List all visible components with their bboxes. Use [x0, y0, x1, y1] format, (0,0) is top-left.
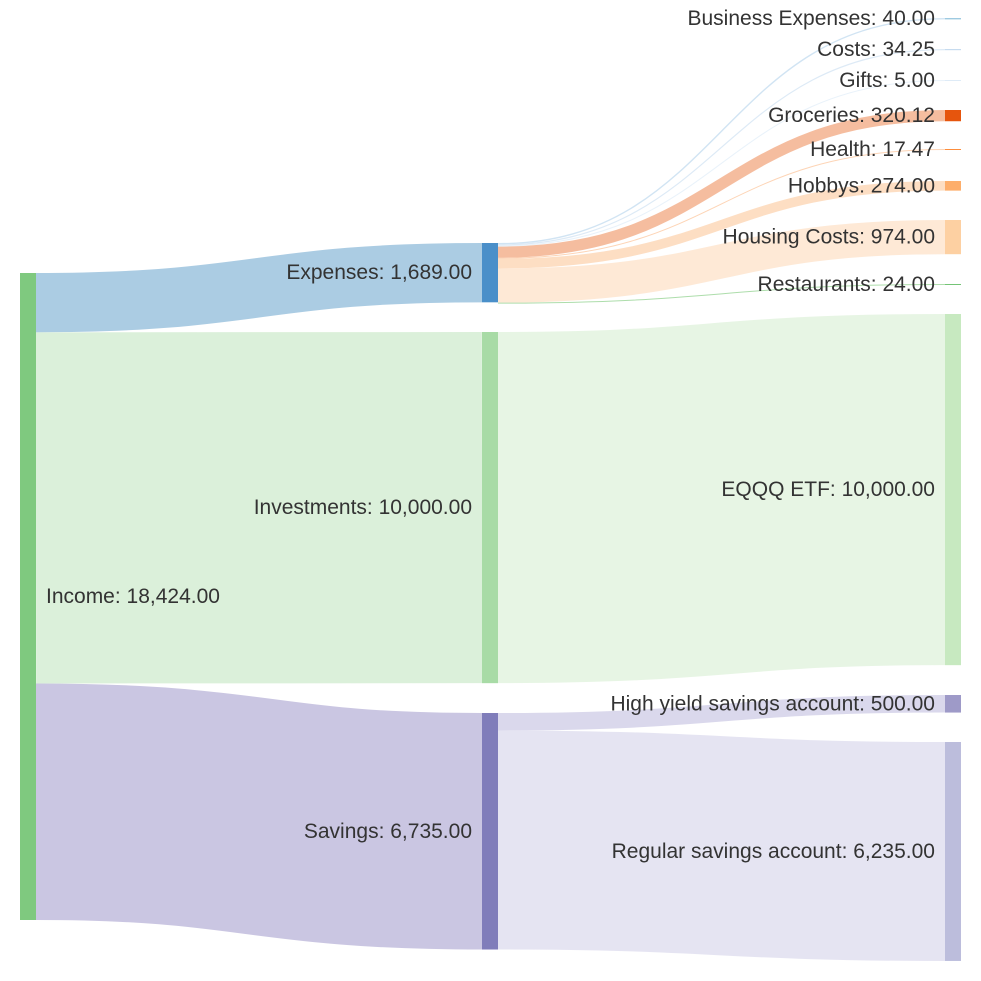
link-income-to-expenses	[35, 242, 483, 333]
label-expenses: Expenses: 1,689.00	[286, 261, 472, 284]
link-expenses-to-hobbys	[497, 180, 946, 269]
node-costs	[945, 49, 961, 51]
node-groceries	[945, 110, 961, 122]
label-hobbys: Hobbys: 274.00	[788, 174, 935, 197]
label-high-yield: High yield savings account: 500.00	[610, 692, 935, 715]
node-income	[20, 273, 36, 920]
node-restaurants	[945, 284, 961, 285]
label-health: Health: 17.47	[810, 138, 935, 161]
node-investments	[482, 332, 498, 684]
node-health	[945, 149, 961, 150]
label-savings: Savings: 6,735.00	[304, 820, 472, 843]
link-expenses-to-health	[497, 149, 946, 259]
node-eqqq-etf	[945, 314, 961, 666]
node-expenses	[482, 243, 498, 303]
label-investments: Investments: 10,000.00	[254, 496, 472, 519]
label-business-expenses: Business Expenses: 40.00	[688, 7, 936, 30]
node-regular-savings	[945, 742, 961, 961]
sankey-nodes	[20, 18, 961, 961]
link-expenses-to-business_expenses	[497, 17, 946, 245]
label-gifts: Gifts: 5.00	[839, 69, 935, 92]
label-eqqq-etf: EQQQ ETF: 10,000.00	[721, 478, 935, 501]
node-business-expenses	[945, 18, 961, 20]
node-housing-costs	[945, 220, 961, 255]
sankey-links	[35, 17, 946, 961]
label-groceries: Groceries: 320.12	[768, 104, 935, 127]
node-hobbys	[945, 181, 961, 191]
link-investments-to-eqqq_etf	[497, 314, 946, 684]
link-expenses-to-groceries	[497, 110, 946, 258]
link-expenses-to-costs	[497, 49, 946, 246]
label-income: Income: 18,424.00	[46, 585, 220, 608]
label-housing-costs: Housing Costs: 974.00	[723, 226, 935, 249]
label-regular-savings: Regular savings account: 6,235.00	[612, 840, 935, 863]
label-restaurants: Restaurants: 24.00	[758, 273, 935, 296]
label-costs: Costs: 34.25	[817, 38, 935, 61]
node-savings	[482, 713, 498, 950]
link-income-to-savings	[35, 683, 483, 950]
link-savings-to-regular_savings	[497, 730, 946, 961]
link-expenses-to-restaurants	[497, 284, 946, 304]
link-expenses-to-housing_costs	[497, 219, 946, 303]
link-savings-to-high_yield	[497, 694, 946, 731]
sankey-labels: Income: 18,424.00 Expenses: 1,689.00 Inves…	[46, 7, 935, 863]
link-expenses-to-gifts	[497, 80, 946, 247]
node-high-yield	[945, 695, 961, 713]
node-gifts	[945, 80, 961, 81]
